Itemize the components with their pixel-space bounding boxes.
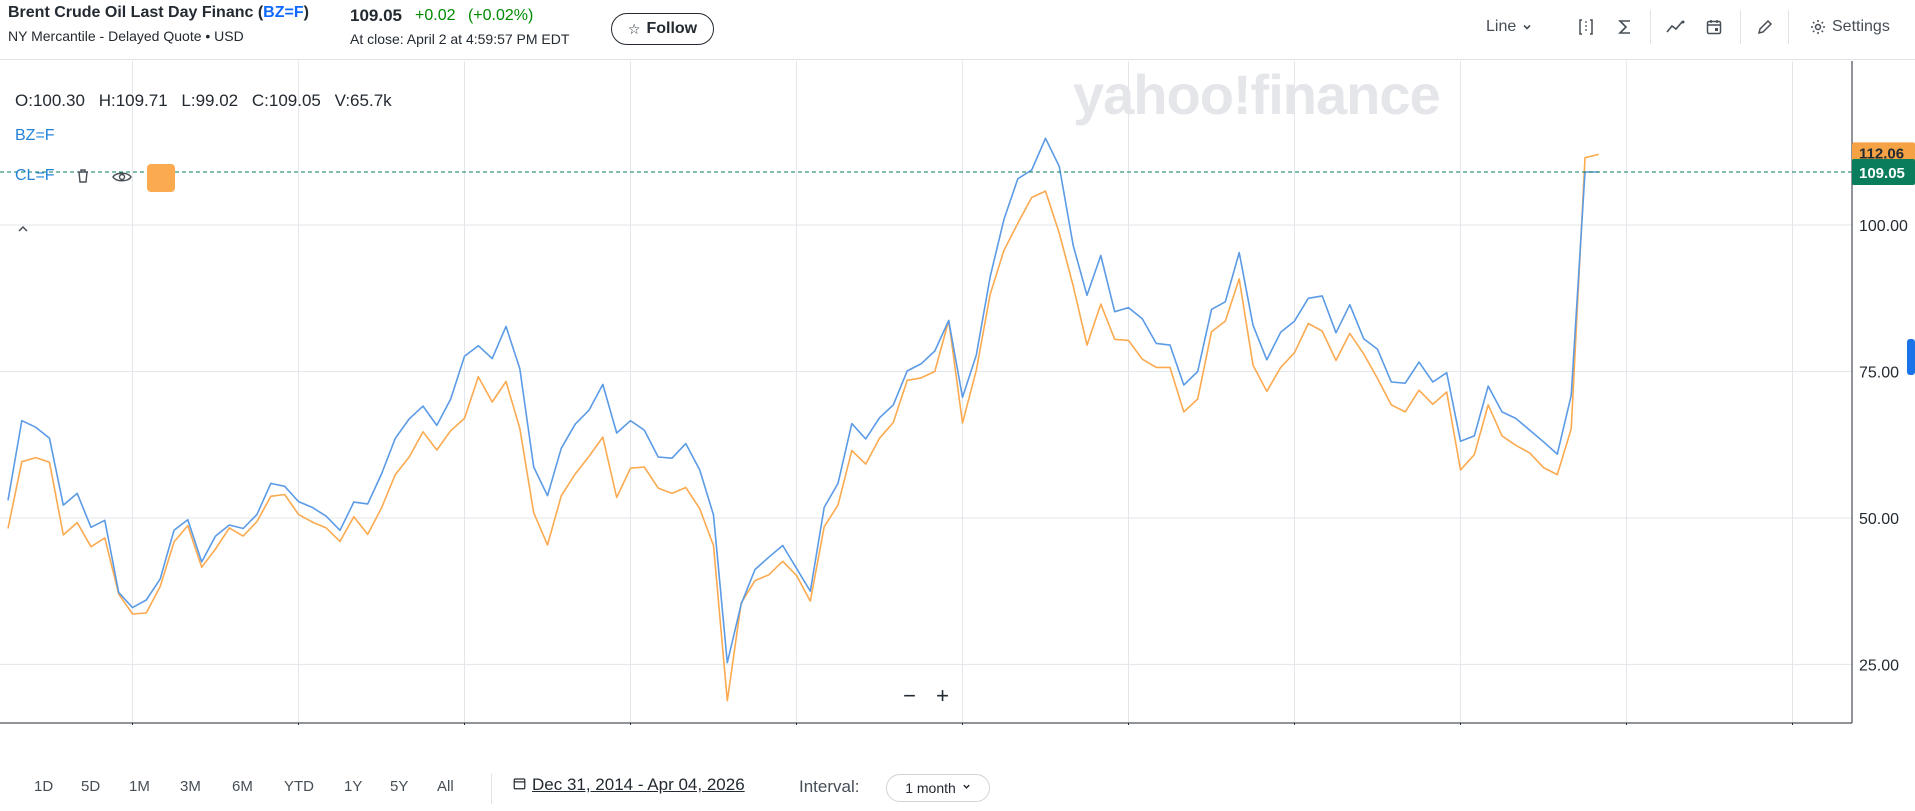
pencil-icon[interactable]: [1757, 14, 1773, 40]
series-line-cl: [7, 153, 1599, 702]
toolbar-divider: [1650, 10, 1651, 44]
change-percent: (+0.02%): [467, 7, 534, 24]
range-5d[interactable]: 5D: [81, 778, 101, 795]
range-1m[interactable]: 1M: [129, 778, 150, 795]
yahoo-finance-watermark: yahoo!finance: [1073, 63, 1441, 126]
zoom-controls: − +: [893, 681, 959, 711]
chevron-down-icon: [1522, 22, 1532, 32]
legend-series-cl[interactable]: CL=F: [15, 167, 55, 184]
interval-label: Interval:: [799, 777, 860, 796]
calendar-icon[interactable]: [1706, 14, 1722, 40]
range-1d[interactable]: 1D: [34, 778, 54, 795]
close-time: At close: April 2 at 4:59:57 PM EDT: [350, 31, 570, 47]
bz-price-tag: [1852, 159, 1915, 186]
chart-type-dropdown[interactable]: Line: [1486, 14, 1532, 40]
chevron-down-icon: [962, 782, 971, 794]
range-6m[interactable]: 6M: [232, 778, 253, 795]
toolbar-divider: [1740, 10, 1741, 44]
eye-icon[interactable]: [112, 170, 132, 189]
ohlc-readout: O:100.30 H:109.71 L:99.02 C:109.05 V:65.…: [15, 91, 401, 111]
chart-type-label: Line: [1486, 18, 1517, 35]
gear-icon: [1810, 19, 1826, 35]
trash-icon[interactable]: [76, 168, 90, 189]
y-tick-label: 100.00: [1859, 218, 1908, 235]
follow-label: Follow: [646, 20, 698, 37]
range-ytd[interactable]: YTD: [284, 778, 314, 795]
range-all[interactable]: All: [437, 778, 454, 795]
quote-symbol[interactable]: BZ=F: [263, 4, 304, 21]
date-range-label: Dec 31, 2014 - Apr 04, 2026: [532, 775, 745, 794]
quote-header: Brent Crude Oil Last Day Financ (BZ=F) N…: [0, 0, 1915, 60]
change-value: +0.02: [415, 7, 456, 24]
chevron-up-icon[interactable]: [17, 220, 29, 236]
series-color-swatch[interactable]: [147, 164, 175, 192]
interval-dropdown[interactable]: 1 month: [886, 774, 990, 802]
ohlc-close: C:109.05: [251, 91, 321, 110]
y-tick-label: 25.00: [1859, 657, 1899, 674]
settings-button[interactable]: Settings: [1810, 14, 1890, 40]
interval-value: 1 month: [905, 780, 956, 796]
price-change: +0.02 (+0.02%): [415, 7, 541, 25]
settings-label: Settings: [1832, 18, 1890, 35]
follow-button[interactable]: ☆ Follow: [611, 13, 714, 45]
ohlc-open: O:100.30: [15, 91, 85, 110]
range-1y[interactable]: 1Y: [344, 778, 363, 795]
star-icon: ☆: [627, 20, 641, 37]
y-tick-label: 75.00: [1859, 364, 1899, 381]
quote-title: Brent Crude Oil Last Day Financ (BZ=F): [8, 4, 309, 21]
range-5y[interactable]: 5Y: [390, 778, 409, 795]
ohlc-high: H:109.71: [98, 91, 168, 110]
y-tick-label: 50.00: [1859, 511, 1899, 528]
sigma-icon[interactable]: [1618, 14, 1632, 40]
last-price: 109.05: [350, 6, 402, 25]
calendar-icon: [513, 775, 532, 795]
zoom-out-button[interactable]: −: [903, 683, 916, 708]
legend-series-bz[interactable]: BZ=F: [15, 127, 55, 144]
date-range-picker[interactable]: Dec 31, 2014 - Apr 04, 2026: [513, 775, 745, 795]
footer-divider: [491, 774, 492, 804]
compare-icon[interactable]: [1578, 14, 1594, 40]
chart-footer: 1D 5D 1M 3M 6M YTD 1Y 5Y All Dec 31, 201…: [0, 764, 1915, 811]
exchange-info: NY Mercantile - Delayed Quote • USD: [8, 28, 244, 44]
price-chart[interactable]: 25.0050.0075.00100.002016201720182019202…: [0, 61, 1915, 725]
cl-price-tag: [1852, 142, 1915, 165]
cl-price-tag-label: 112.06: [1859, 145, 1904, 162]
bz-price-tag-label: 109.05: [1859, 165, 1905, 182]
axis-scroll-handle[interactable]: [1907, 339, 1915, 375]
range-3m[interactable]: 3M: [180, 778, 201, 795]
ohlc-volume: V:65.7k: [334, 91, 392, 110]
quote-name: Brent Crude Oil Last Day Financ: [8, 4, 254, 21]
toolbar-divider: [1788, 10, 1789, 44]
series-line-bz: [7, 137, 1599, 664]
zoom-in-button[interactable]: +: [936, 683, 949, 708]
indicators-icon[interactable]: [1666, 14, 1686, 40]
ohlc-low: L:99.02: [181, 91, 239, 110]
